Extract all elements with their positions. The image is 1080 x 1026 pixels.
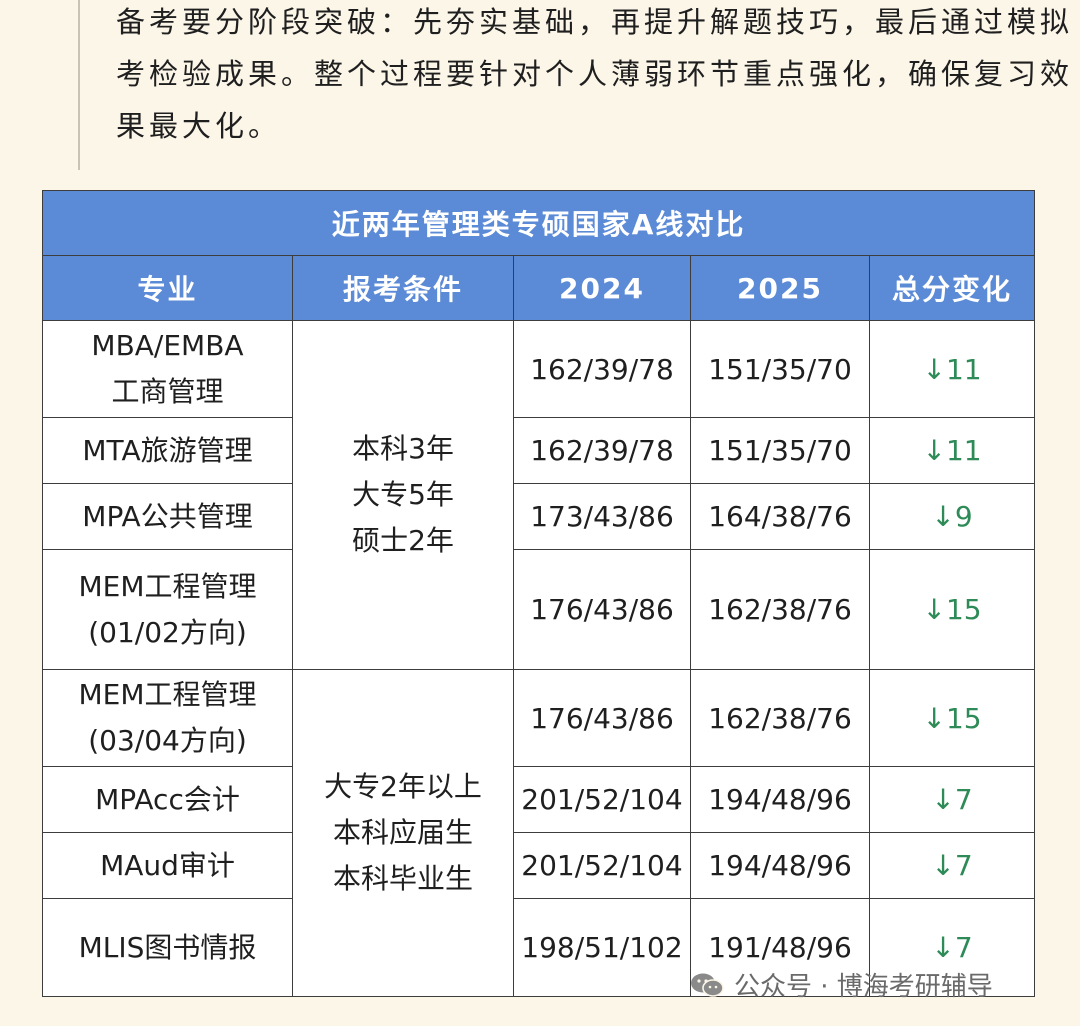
score-change: ↓7 — [868, 898, 1036, 997]
table-row: MPA公共管理 173/43/86 164/38/76 ↓9 — [42, 483, 1036, 550]
score-2024: 201/52/104 — [513, 832, 691, 899]
watermark: 公众号 · 博海考研辅导 — [690, 966, 993, 1003]
score-2025: 162/38/76 — [690, 549, 870, 670]
condition-line: 大专5年 — [352, 478, 454, 511]
watermark-text: 公众号 · 博海考研辅导 — [734, 972, 993, 1002]
condition-line: 硕士2年 — [352, 524, 454, 557]
major-cell: MAud审计 — [42, 832, 293, 899]
major-name: MEM工程管理 — [78, 569, 257, 603]
score-2024: 162/39/78 — [513, 417, 691, 484]
condition-cell: 本科3年 大专5年 硕士2年 — [292, 320, 514, 670]
header-2025: 2025 — [690, 255, 870, 321]
condition-line: 本科应届生 — [332, 816, 473, 849]
intro-line-1: 备考要分阶段突破：先夯实基础，再提升解题技巧，最后通过模拟 — [116, 5, 1074, 39]
score-2025: 162/38/76 — [690, 669, 870, 767]
table-row: MEM工程管理 (03/04方向) 大专2年以上 本科应届生 本科毕业生 176… — [42, 669, 1036, 997]
table-row: MTA旅游管理 162/39/78 151/35/70 ↓11 — [42, 417, 1036, 484]
score-2025: 151/35/70 — [690, 417, 870, 484]
major-name: (01/02方向) — [88, 615, 247, 649]
intro-line-3: 果最大化。 — [116, 109, 282, 143]
score-2024: 162/39/78 — [513, 320, 691, 418]
score-2024: 201/52/104 — [513, 766, 691, 833]
table-row: MEM工程管理 (01/02方向) 176/43/86 162/38/76 ↓1… — [42, 549, 1036, 670]
major-name: MTA旅游管理 — [82, 433, 253, 467]
score-2025: 194/48/96 — [690, 766, 870, 833]
header-2024: 2024 — [513, 255, 691, 321]
table-row: MBA/EMBA 工商管理 本科3年 大专5年 硕士2年 162/39/78 1… — [42, 320, 1036, 670]
score-2025: 151/35/70 — [690, 320, 870, 418]
major-name: MPAcc会计 — [95, 782, 240, 816]
major-cell: MLIS图书情报 — [42, 898, 293, 997]
major-name: 工商管理 — [111, 375, 224, 408]
condition-line: 本科3年 — [352, 432, 454, 465]
header-condition: 报考条件 — [292, 255, 514, 321]
major-name: MBA/EMBA — [91, 329, 244, 362]
major-name: MLIS图书情报 — [78, 930, 257, 964]
condition-cell: 大专2年以上 本科应届生 本科毕业生 — [292, 669, 514, 997]
score-change: ↓7 — [868, 766, 1036, 833]
score-change: ↓9 — [868, 483, 1036, 550]
table-title: 近两年管理类专硕国家A线对比 — [41, 190, 1036, 256]
intro-line-2: 考检验成果。整个过程要针对个人薄弱环节重点强化，确保复习效 — [116, 57, 1074, 91]
score-change: ↓11 — [868, 417, 1036, 484]
score-2025: 191/48/96 — [690, 898, 870, 997]
major-cell: MEM工程管理 (01/02方向) — [42, 549, 293, 670]
table-row: MLIS图书情报 198/51/102 191/48/96 ↓7 — [42, 898, 1036, 997]
score-2025: 164/38/76 — [690, 483, 870, 550]
major-cell: MTA旅游管理 — [42, 417, 293, 484]
score-2024: 173/43/86 — [513, 483, 691, 550]
score-change: ↓7 — [868, 832, 1036, 899]
major-name: MAud审计 — [100, 848, 235, 882]
table-row: MAud审计 201/52/104 194/48/96 ↓7 — [42, 832, 1036, 899]
header-change: 总分变化 — [868, 255, 1036, 321]
score-2024: 176/43/86 — [513, 549, 691, 670]
major-name: (03/04方向) — [88, 724, 247, 757]
table-header-row: 专业 报考条件 2024 2025 总分变化 — [42, 255, 1036, 321]
table-title-row: 近两年管理类专硕国家A线对比 — [41, 190, 1036, 256]
major-cell: MBA/EMBA 工商管理 — [42, 320, 293, 418]
score-2025: 194/48/96 — [690, 832, 870, 899]
major-name: MEM工程管理 — [78, 678, 257, 711]
major-cell: MPAcc会计 — [42, 766, 293, 833]
intro-paragraph: 备考要分阶段突破：先夯实基础，再提升解题技巧，最后通过模拟 考检验成果。整个过程… — [78, 0, 1069, 170]
major-cell: MPA公共管理 — [42, 483, 293, 550]
score-2024: 176/43/86 — [513, 669, 691, 767]
header-major: 专业 — [42, 255, 293, 321]
score-change: ↓15 — [868, 549, 1036, 670]
wechat-icon — [691, 973, 724, 997]
table-row: MPAcc会计 201/52/104 194/48/96 ↓7 — [42, 766, 1036, 833]
major-name: MPA公共管理 — [82, 499, 253, 533]
score-change: ↓11 — [868, 320, 1036, 418]
condition-line: 本科毕业生 — [332, 862, 473, 895]
score-change: ↓15 — [868, 669, 1036, 767]
score-2024: 198/51/102 — [513, 898, 691, 997]
condition-line: 大专2年以上 — [324, 770, 482, 803]
score-comparison-table: 近两年管理类专硕国家A线对比 专业 报考条件 2024 2025 总分变化 MB… — [41, 190, 1036, 997]
major-cell: MEM工程管理 (03/04方向) — [42, 669, 293, 767]
